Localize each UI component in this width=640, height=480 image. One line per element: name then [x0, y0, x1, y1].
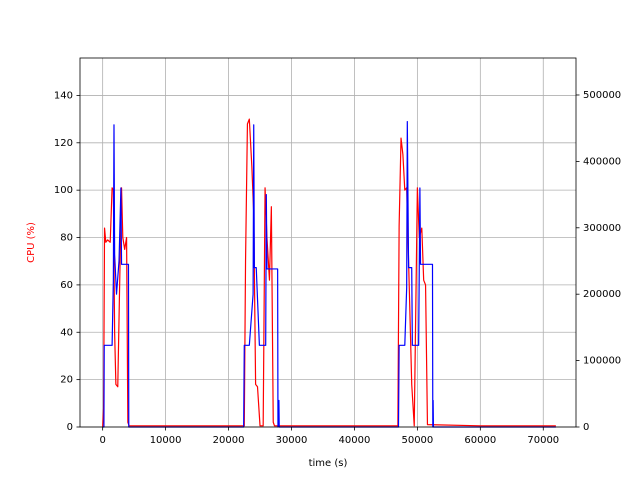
- y-tick-label: 0: [67, 422, 73, 433]
- y2-tick-label: 400000: [583, 156, 621, 167]
- x-tick-label: 20000: [213, 435, 245, 446]
- data-line: [102, 120, 556, 428]
- x-tick-label: 70000: [527, 435, 559, 446]
- x-tick-label: 40000: [339, 435, 371, 446]
- y-axis-label: CPU (%): [26, 222, 37, 263]
- y2-tick-label: 200000: [583, 289, 621, 300]
- x-tick-label: 0: [99, 435, 105, 446]
- y-tick-label: 100: [54, 185, 73, 196]
- x-tick-label: 60000: [464, 435, 496, 446]
- x-tick-label: 30000: [276, 435, 308, 446]
- y-tick-label: 140: [54, 90, 73, 101]
- y-tick-label: 20: [60, 375, 73, 386]
- y2-tick-label: 300000: [583, 223, 621, 234]
- y2-tick-label: 500000: [583, 90, 621, 101]
- x-tick-label: 50000: [401, 435, 433, 446]
- y2-tick-label: 0: [583, 422, 589, 433]
- y-tick-label: 120: [54, 138, 73, 149]
- y-tick-label: 60: [60, 280, 73, 291]
- x-axis-label: time (s): [309, 458, 348, 469]
- y-tick-label: 80: [60, 233, 73, 244]
- x-tick-label: 10000: [150, 435, 182, 446]
- axes-frame: [79, 57, 577, 428]
- y2-tick-label: 100000: [583, 356, 621, 367]
- plot-area: [80, 58, 576, 428]
- y-tick-label: 40: [60, 327, 73, 338]
- data-line: [102, 118, 556, 428]
